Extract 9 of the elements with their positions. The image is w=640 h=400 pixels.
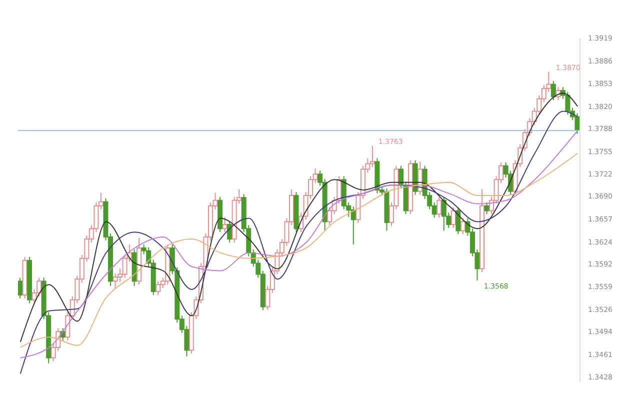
candlestick xyxy=(398,165,404,190)
candlestick xyxy=(18,277,22,299)
candlestick xyxy=(222,216,228,233)
candlestick xyxy=(436,196,442,218)
candlestick xyxy=(456,206,461,235)
candlestick xyxy=(484,202,490,215)
candlestick xyxy=(460,218,466,235)
candlestick xyxy=(227,220,232,243)
candlestick xyxy=(550,80,556,101)
